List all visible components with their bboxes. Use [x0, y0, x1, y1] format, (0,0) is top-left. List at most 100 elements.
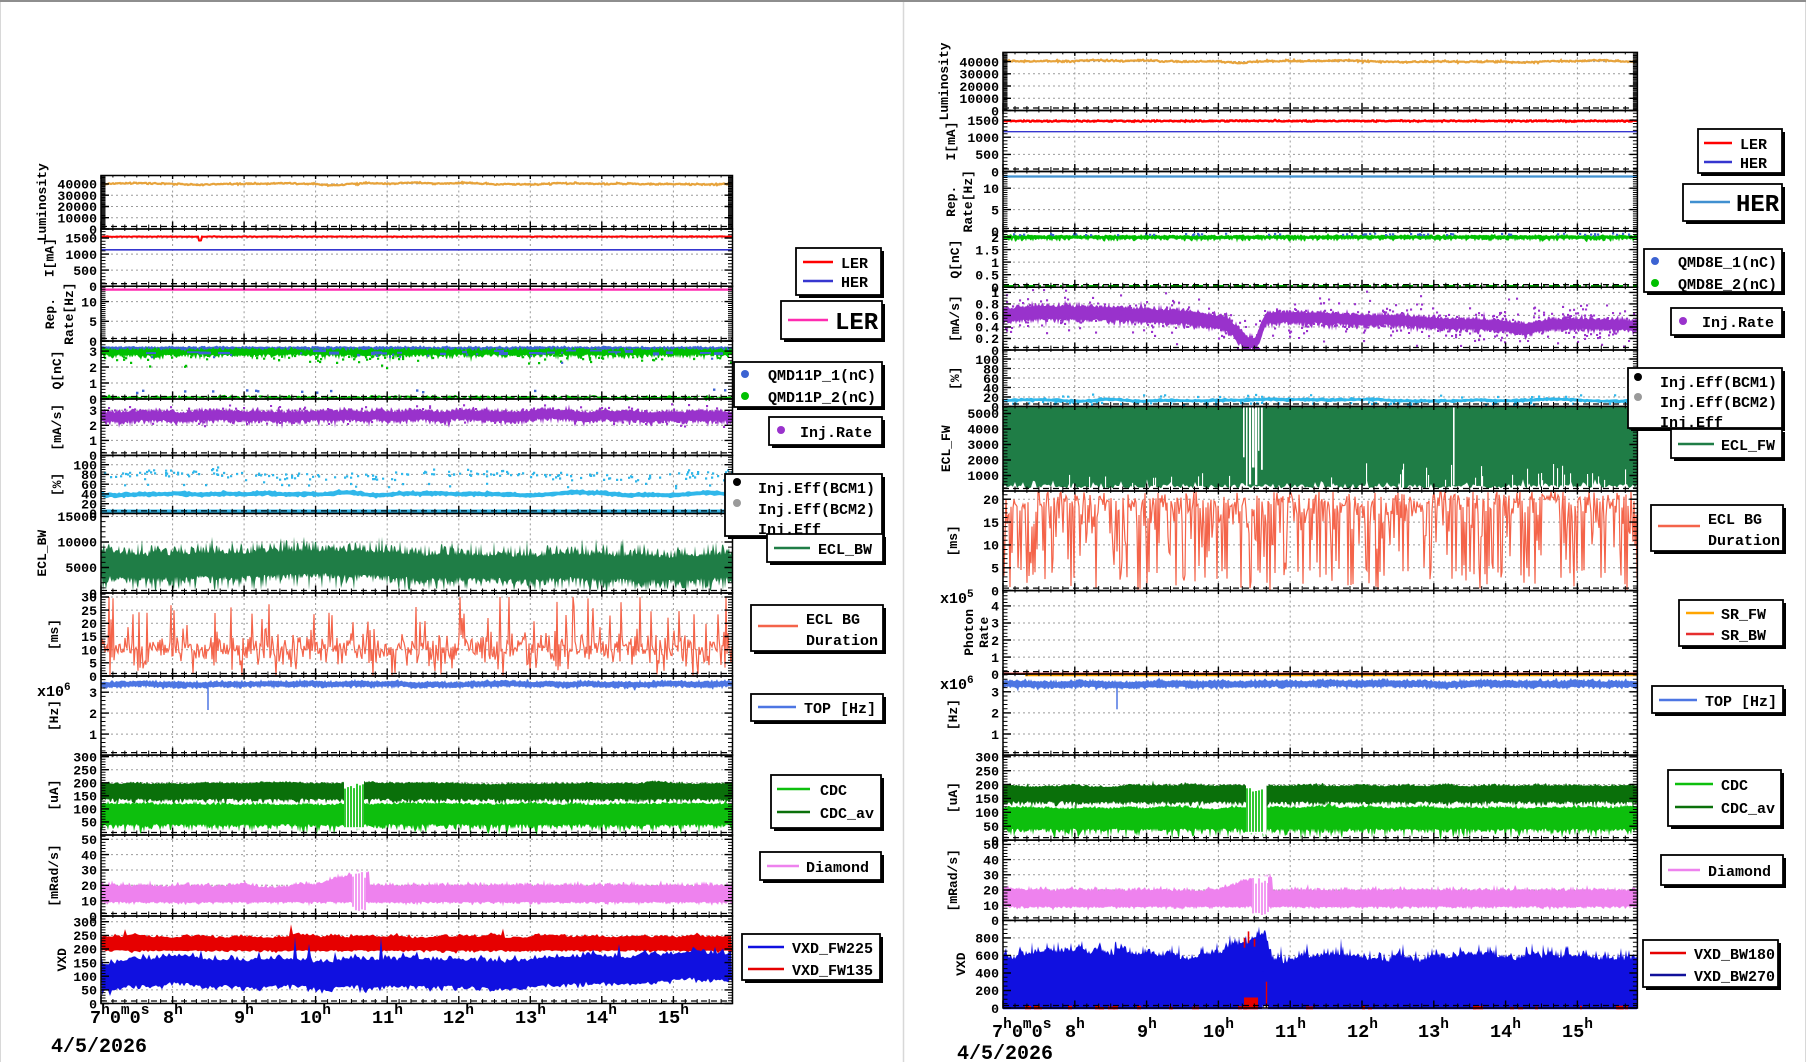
svg-text:Duration: Duration [806, 633, 878, 650]
svg-text:3: 3 [89, 345, 97, 360]
svg-text:HER: HER [1736, 192, 1780, 219]
svg-text:10000: 10000 [959, 92, 999, 107]
svg-text:Inj.Eff(BCM2): Inj.Eff(BCM2) [1660, 395, 1777, 412]
svg-text:40: 40 [81, 848, 97, 863]
svg-text:4/5/2026: 4/5/2026 [957, 1043, 1053, 1062]
svg-text:250: 250 [73, 764, 97, 779]
svg-text:4000: 4000 [967, 423, 999, 438]
svg-text:[uA]: [uA] [47, 779, 62, 810]
svg-text:20: 20 [81, 617, 97, 632]
svg-text:150: 150 [975, 792, 999, 807]
svg-text:1: 1 [991, 256, 999, 271]
svg-text:CDC: CDC [820, 783, 847, 800]
svg-text:1000: 1000 [967, 469, 999, 484]
svg-text:4/5/2026: 4/5/2026 [51, 1036, 147, 1059]
svg-text:[mA/s]: [mA/s] [50, 404, 65, 451]
svg-text:0: 0 [991, 225, 999, 240]
svg-text:25: 25 [81, 604, 97, 619]
svg-text:1000: 1000 [967, 131, 999, 146]
svg-text:CDC_av: CDC_av [820, 806, 874, 823]
svg-text:11h: 11h [1275, 1017, 1306, 1043]
svg-text:300: 300 [73, 916, 97, 931]
svg-text:0: 0 [89, 280, 97, 295]
svg-text:20: 20 [983, 493, 999, 508]
svg-text:20: 20 [983, 884, 999, 899]
svg-text:50: 50 [983, 820, 999, 835]
svg-text:I[mA]: I[mA] [944, 121, 959, 160]
svg-text:20000: 20000 [57, 200, 97, 215]
svg-text:2: 2 [89, 361, 97, 376]
svg-text:0: 0 [991, 165, 999, 180]
svg-text:ECL_FW: ECL_FW [1721, 438, 1775, 455]
svg-text:10: 10 [983, 182, 999, 197]
svg-text:80: 80 [983, 362, 999, 377]
svg-text:0: 0 [991, 584, 999, 599]
svg-text:ECL_BW: ECL_BW [35, 530, 50, 577]
svg-text:1: 1 [89, 434, 97, 449]
svg-text:50: 50 [983, 838, 999, 853]
svg-text:5000: 5000 [967, 407, 999, 422]
svg-text:Rep.: Rep. [43, 298, 58, 329]
svg-text:300: 300 [975, 751, 999, 766]
svg-text:10: 10 [81, 295, 97, 310]
svg-text:5000: 5000 [65, 561, 97, 576]
svg-text:Diamond: Diamond [806, 860, 869, 877]
svg-text:2: 2 [991, 634, 999, 649]
svg-text:ECL_FW: ECL_FW [939, 425, 954, 472]
svg-text:1.5: 1.5 [975, 243, 999, 258]
svg-text:0: 0 [89, 587, 97, 602]
svg-text:100: 100 [975, 806, 999, 821]
svg-text:Q[nC]: Q[nC] [948, 240, 963, 279]
svg-text:Inj.Eff(BCM1): Inj.Eff(BCM1) [758, 481, 875, 498]
svg-text:15000: 15000 [57, 510, 97, 525]
svg-text:Inj.Eff(BCM1): Inj.Eff(BCM1) [1660, 375, 1777, 392]
svg-text:x106: x106 [940, 675, 974, 694]
svg-text:VXD_BW270: VXD_BW270 [1694, 969, 1775, 986]
svg-text:Inj.Rate: Inj.Rate [800, 425, 872, 442]
svg-text:Diamond: Diamond [1708, 864, 1771, 881]
svg-text:30000: 30000 [57, 189, 97, 204]
svg-text:5: 5 [89, 657, 97, 672]
svg-text:40: 40 [983, 853, 999, 868]
svg-text:0: 0 [991, 104, 999, 119]
svg-text:Rate: Rate [977, 617, 992, 648]
svg-text:Photon: Photon [962, 609, 977, 656]
svg-text:Luminosity: Luminosity [35, 163, 50, 241]
svg-text:3: 3 [991, 617, 999, 632]
svg-text:0.6: 0.6 [975, 309, 999, 324]
svg-text:2000: 2000 [967, 454, 999, 469]
svg-text:300: 300 [73, 750, 97, 765]
svg-text:1500: 1500 [65, 232, 97, 247]
svg-text:500: 500 [975, 148, 999, 163]
svg-text:HER: HER [841, 275, 868, 292]
svg-text:[ms]: [ms] [47, 619, 62, 650]
svg-text:3: 3 [89, 404, 97, 419]
svg-text:0: 0 [991, 1002, 999, 1017]
svg-text:2: 2 [89, 707, 97, 722]
svg-text:2: 2 [991, 231, 999, 246]
svg-text:1: 1 [89, 728, 97, 743]
svg-text:[%]: [%] [50, 473, 65, 496]
svg-text:1: 1 [89, 377, 97, 392]
svg-text:2: 2 [991, 707, 999, 722]
svg-text:0.4: 0.4 [975, 321, 999, 336]
svg-text:200: 200 [73, 943, 97, 958]
svg-text:10: 10 [983, 899, 999, 914]
svg-text:1: 1 [991, 728, 999, 743]
svg-text:1: 1 [991, 286, 999, 301]
svg-text:Rate[Hz]: Rate[Hz] [961, 170, 976, 232]
svg-text:10: 10 [81, 643, 97, 658]
svg-text:10: 10 [983, 539, 999, 554]
svg-text:Luminosity: Luminosity [937, 42, 952, 120]
svg-text:40: 40 [81, 488, 97, 503]
svg-text:[Hz]: [Hz] [946, 699, 961, 730]
svg-text:I[mA]: I[mA] [43, 238, 58, 277]
svg-text:150: 150 [73, 956, 97, 971]
svg-text:0: 0 [991, 281, 999, 296]
svg-text:100: 100 [73, 970, 97, 985]
svg-text:30000: 30000 [959, 68, 999, 83]
svg-text:SR_FW: SR_FW [1721, 607, 1766, 624]
svg-text:0: 0 [89, 393, 97, 408]
svg-text:VXD: VXD [55, 948, 70, 972]
svg-text:3: 3 [991, 686, 999, 701]
